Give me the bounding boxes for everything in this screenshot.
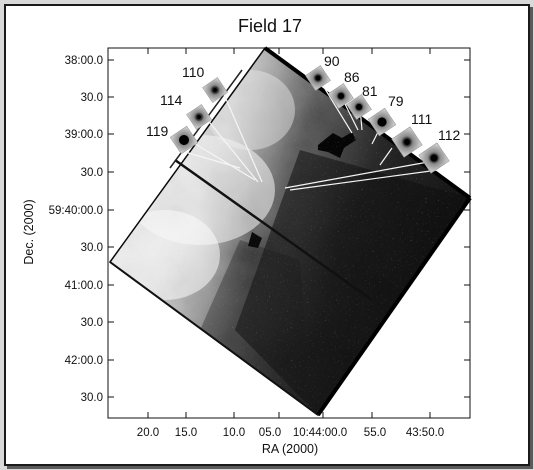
image-edge-right [316,196,472,417]
label-86: 86 [344,69,360,85]
label-111: 111 [411,111,432,127]
stamp-79 [367,107,397,137]
y-tick-0: 38:00.0 [65,55,103,67]
image-edge-top [263,46,472,200]
chip-seam-1 [174,158,373,302]
x-tick-1: 15.0 [175,427,197,439]
y-tick-7: 30.0 [81,317,103,329]
y-tick-2: 39:00.0 [65,129,103,141]
label-81: 81 [362,83,378,99]
x-tick-marks [147,48,431,418]
y-tick-1: 30.0 [81,92,103,104]
x-tick-3: 05.0 [259,427,281,439]
label-79: 79 [388,93,404,109]
postage-stamps [169,65,450,174]
stamp-114 [186,104,212,130]
x-tick-5: 55.0 [364,427,386,439]
y-tick-9: 30.0 [81,392,103,404]
x-tick-0: 20.0 [137,427,159,439]
stamp-111 [391,126,423,158]
label-114: 114 [160,92,183,108]
stamp-90 [305,65,331,91]
figure-title: Field 17 [238,16,302,36]
x-axis-label: RA (2000) [262,442,318,456]
stamp-110 [202,77,228,103]
y-tick-4: 59:40:00.0 [49,205,103,217]
stamp-86 [328,83,354,109]
label-110: 110 [182,64,205,80]
x-tick-4: 10:44:00.0 [293,427,347,439]
y-tick-6: 41:00.0 [65,280,103,292]
y-tick-8: 42:00.0 [65,355,103,367]
y-tick-5: 30.0 [81,242,103,254]
label-119: 119 [146,123,169,139]
label-90: 90 [324,53,340,69]
pointer-lines [184,83,439,191]
y-tick-marks [108,59,470,398]
x-tick-2: 10.0 [223,427,245,439]
y-tick-3: 30.0 [81,167,103,179]
image-edge-bottom [109,261,319,416]
stamp-112 [418,142,450,174]
x-tick-6: 43:50.0 [406,427,444,439]
label-112: 112 [438,127,461,143]
stamp-119 [169,125,199,155]
stamp-81 [346,94,372,120]
y-axis-label: Dec. (2000) [22,199,36,264]
